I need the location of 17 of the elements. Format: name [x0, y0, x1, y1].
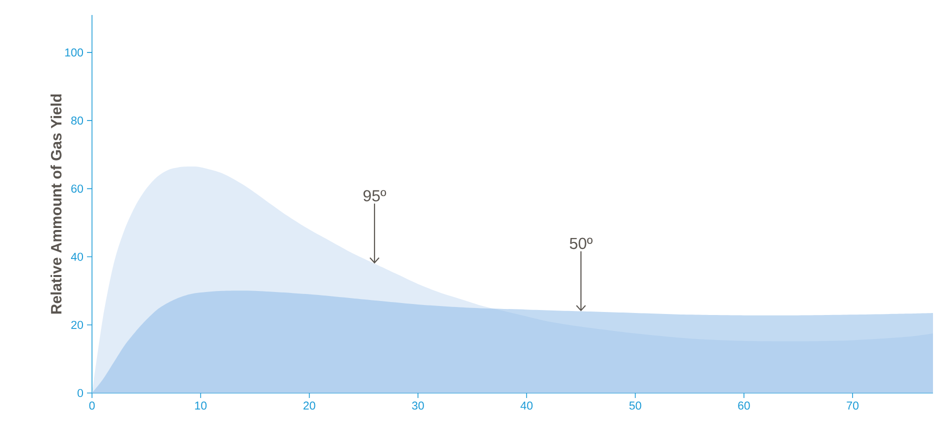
y-tick-label: 80: [71, 116, 84, 125]
y-tick-label: 100: [65, 48, 84, 57]
x-tick-label: 0: [89, 402, 95, 410]
x-tick-label: 60: [738, 402, 750, 410]
x-tick-label: 10: [195, 402, 207, 410]
y-tick-label: 0: [78, 388, 84, 398]
x-tick-label: 40: [520, 402, 533, 410]
x-tick-label: 30: [412, 402, 424, 410]
y-axis-title: Relative Ammount of Gas Yield: [50, 94, 62, 314]
x-tick-label: 20: [304, 402, 316, 410]
x-tick-label: 70: [846, 402, 859, 410]
y-tick-label: 40: [71, 252, 84, 261]
annotation: 50º: [570, 238, 593, 250]
y-tick-label: 20: [71, 320, 84, 329]
x-tick-label: 50: [629, 402, 642, 410]
annotation: 95º: [363, 190, 386, 202]
y-tick-label: 60: [71, 184, 84, 193]
